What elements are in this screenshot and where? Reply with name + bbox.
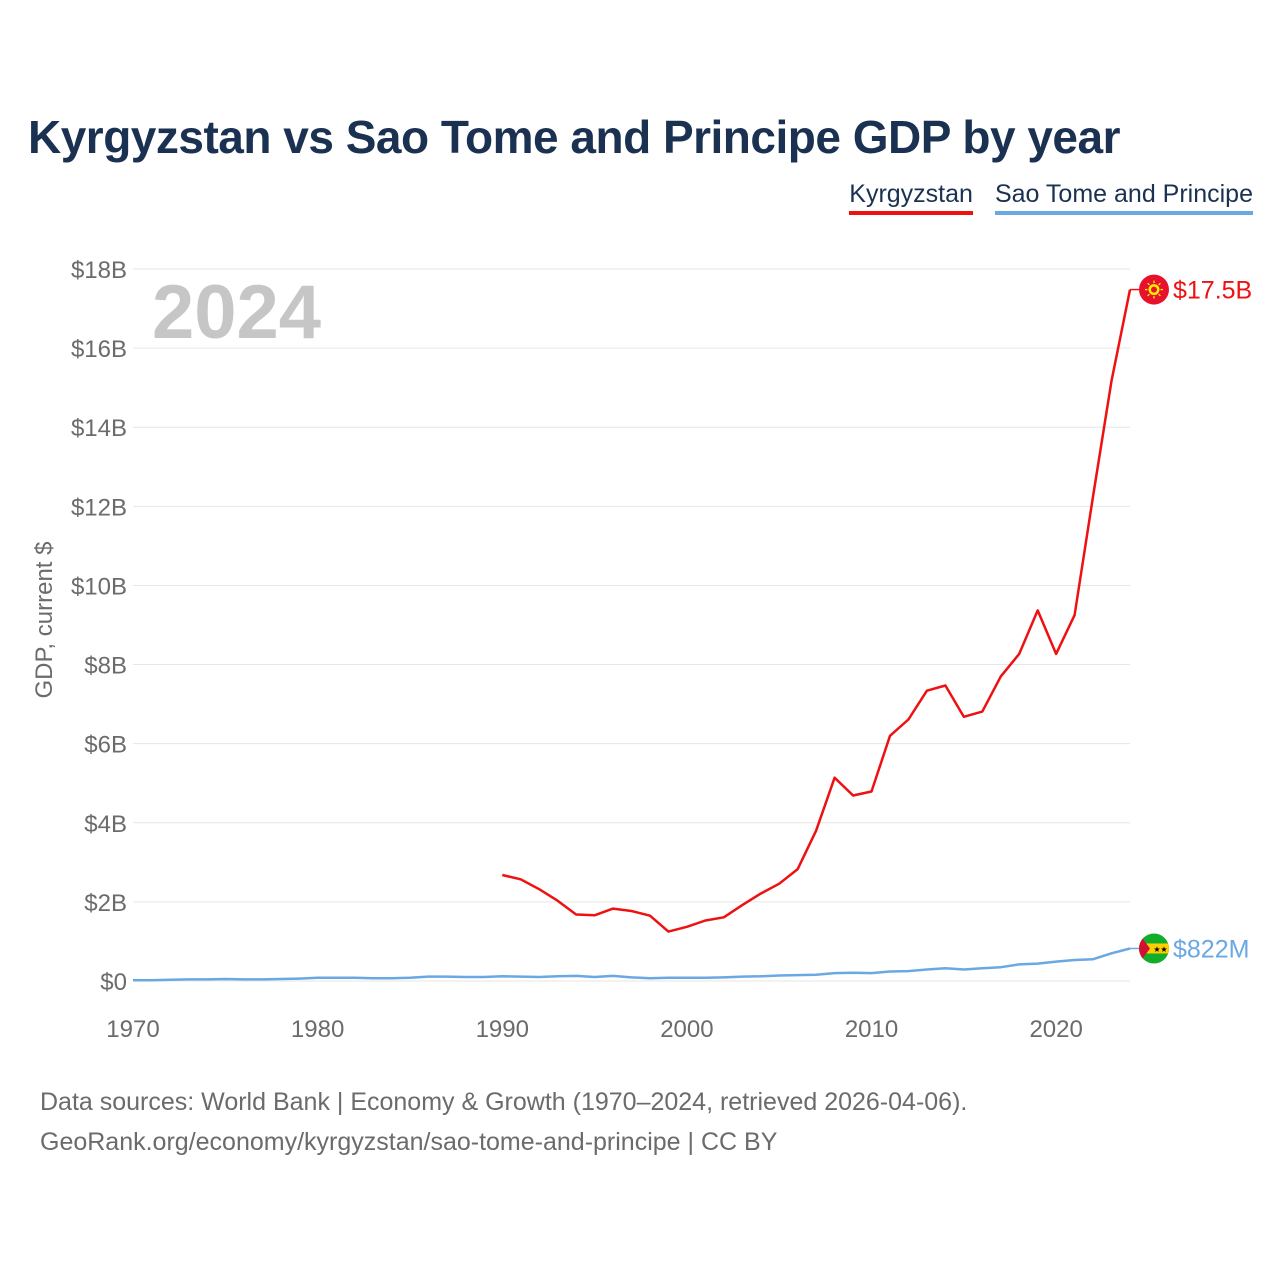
year-watermark: 2024 (152, 270, 321, 355)
series-line-kyrgyzstan (502, 289, 1132, 933)
svg-text:★: ★ (1153, 945, 1160, 954)
svg-text:★: ★ (1160, 945, 1167, 954)
end-value-label-kyrgyzstan: $17.5B (1173, 277, 1252, 305)
series-line-sao-tome-and-principe (133, 947, 1131, 982)
series-end-labels: ★ ★ $17.5B $822M (1139, 274, 1252, 964)
chart-title: Kyrgyzstan vs Sao Tome and Principe GDP … (28, 111, 1120, 163)
y-tick-label: $2B (84, 890, 127, 917)
legend-item-kyrgyzstan[interactable]: Kyrgyzstan (849, 180, 973, 215)
x-tick-label: 2000 (660, 1016, 713, 1043)
y-axis-title: GDP, current $ (31, 542, 58, 699)
x-tick-label: 1970 (106, 1016, 159, 1043)
source-line-1: Data sources: World Bank | Economy & Gro… (40, 1088, 968, 1116)
x-axis-ticks: 1970 1980 1990 2000 2010 2020 (106, 1016, 1083, 1043)
y-tick-label: $12B (71, 494, 127, 521)
x-tick-label: 1990 (476, 1016, 529, 1043)
series-lines (133, 288, 1139, 982)
x-tick-label: 1980 (291, 1016, 344, 1043)
y-axis-ticks: $0 $2B $4B $6B $8B $10B $12B $14B $16B $18B (71, 257, 127, 996)
sao-tome-flag-icon: ★ ★ (1139, 933, 1169, 964)
gridlines (133, 268, 1130, 982)
y-tick-label: $14B (71, 415, 127, 442)
end-value-label-sao-tome: $822M (1173, 935, 1249, 963)
y-tick-label: $0 (100, 969, 127, 996)
legend-item-sao-tome-and-principe[interactable]: Sao Tome and Principe (994, 180, 1253, 215)
gdp-line-chart: 2024 GDP, current $ $0 $2B $4B $6B $8B $10B $1… (31, 257, 1252, 1043)
y-tick-label: $18B (71, 257, 127, 284)
kyrgyzstan-flag-icon (1139, 274, 1169, 305)
x-tick-label: 2020 (1029, 1016, 1082, 1043)
y-tick-label: $8B (84, 653, 127, 680)
y-tick-label: $6B (84, 732, 127, 759)
x-tick-label: 2010 (845, 1016, 898, 1043)
source-line-2: GeoRank.org/economy/kyrgyzstan/sao-tome-… (40, 1128, 778, 1156)
y-tick-label: $16B (71, 336, 127, 363)
y-tick-label: $10B (71, 573, 127, 600)
legend: Kyrgyzstan Sao Tome and Principe (849, 180, 1253, 215)
y-tick-label: $4B (84, 811, 127, 838)
source-note: Data sources: World Bank | Economy & Gro… (40, 1082, 967, 1162)
